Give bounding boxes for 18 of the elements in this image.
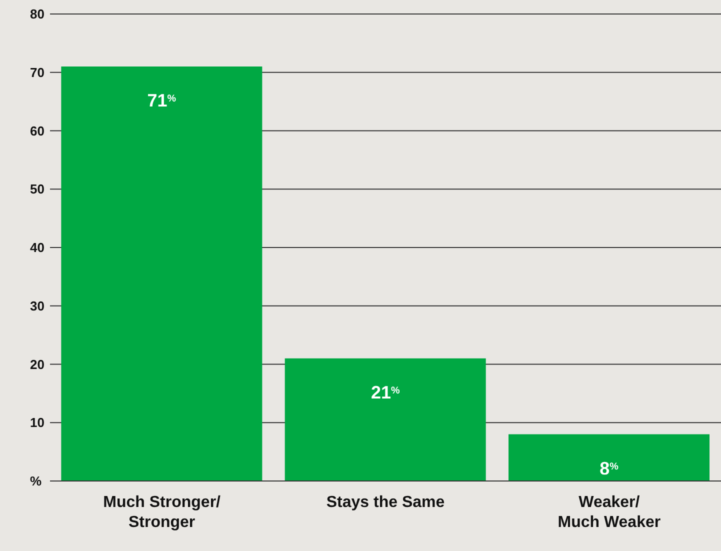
y-tick-label: 80: [30, 6, 44, 22]
x-tick-label: Weaker/ Much Weaker: [558, 494, 661, 531]
data-label: 21$^{%}$: [370, 382, 400, 402]
y-tick-label: 50: [30, 182, 44, 197]
data-label: 71$^{%}$: [147, 90, 176, 111]
y-tick-label: 20: [30, 356, 44, 372]
bar: [61, 66, 262, 481]
y-tick-label: 30: [30, 298, 44, 314]
x-tick-label: Stays the Same: [326, 494, 445, 511]
y-tick-label: %: [30, 474, 42, 489]
y-tick-label: 10: [30, 415, 44, 430]
y-tick-label: 70: [30, 64, 44, 80]
bar: [284, 358, 486, 481]
y-tick-label: 40: [30, 240, 44, 256]
bar: [508, 434, 710, 481]
x-tick-label: Much Stronger/ Stronger: [103, 494, 222, 531]
data-label: 8$^{%}$: [600, 458, 619, 478]
y-tick-label: 60: [30, 123, 44, 138]
